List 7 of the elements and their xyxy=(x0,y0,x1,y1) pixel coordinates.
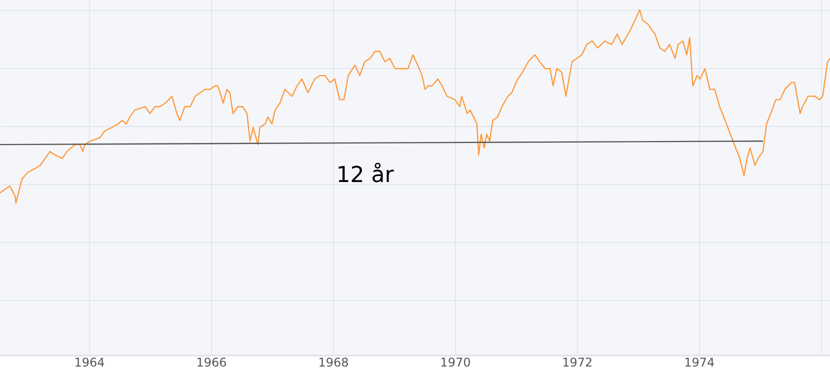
annotation: 12 år xyxy=(336,162,395,188)
x-tick-label: 1964 xyxy=(74,356,105,370)
x-tick-label: 1968 xyxy=(318,356,349,370)
x-tick-label: 1970 xyxy=(440,356,471,370)
x-tick-label: 1974 xyxy=(684,356,715,370)
x-tick-label: 1966 xyxy=(196,356,227,370)
x-tick-label: 1972 xyxy=(562,356,593,370)
